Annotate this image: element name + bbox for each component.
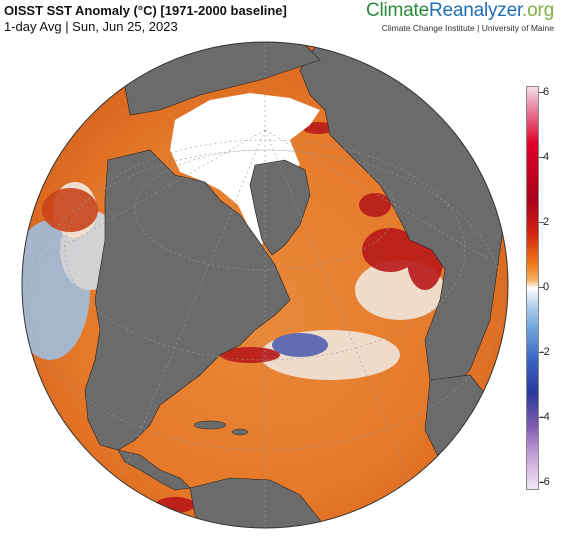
- brand-logo-part2: Reanalyzer: [428, 0, 523, 21]
- colorbar-tick-label: 6: [543, 86, 550, 98]
- colorbar-tick-label: -4: [540, 411, 550, 423]
- colorbar-tick: [539, 482, 544, 483]
- colorbar-tick-label: -6: [540, 476, 550, 488]
- colorbar-tick-label: -2: [540, 346, 550, 358]
- brand-logo-part3: .org: [522, 0, 554, 21]
- caribbean-islands: [193, 420, 249, 436]
- colorbar: [526, 86, 539, 490]
- map-title: OISST SST Anomaly (°C) [1971-2000 baseli…: [4, 3, 287, 18]
- north-america-land: [84, 149, 291, 451]
- graticule: [26, 42, 504, 528]
- central-america-land: [117, 449, 191, 491]
- colorbar-tick-label: 4: [543, 151, 550, 163]
- colorbar-tick: [539, 222, 544, 223]
- globe-outline: [21, 41, 509, 529]
- colorbar-tick: [539, 92, 544, 93]
- brand-logo[interactable]: ClimateReanalyzer.org: [366, 0, 554, 22]
- colorbar-tick-label: 0: [543, 281, 550, 293]
- arctic-sea-ice: [170, 93, 320, 245]
- colorbar-tick: [539, 352, 544, 353]
- colorbar-tick: [539, 157, 544, 158]
- colorbar-tick: [539, 287, 544, 288]
- colorbar-tick: [539, 417, 544, 418]
- brand-affiliation: Climate Change Institute | University of…: [381, 23, 554, 33]
- brand-logo-part1: Climate: [365, 0, 429, 21]
- map-subtitle: 1-day Avg | Sun, Jun 25, 2023: [4, 19, 178, 34]
- colorbar-tick-label: 2: [543, 216, 550, 228]
